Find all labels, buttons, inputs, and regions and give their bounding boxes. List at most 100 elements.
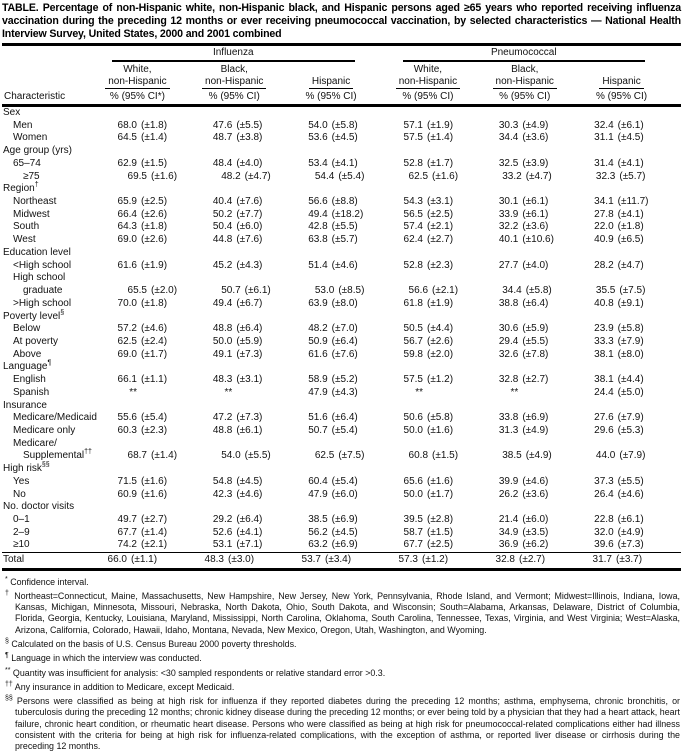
confidence-interval: (±6.4) [236,323,263,335]
percent-value: 65.9 [117,196,137,208]
confidence-interval: (±1.1) [141,374,168,386]
value-cell: 47.6 (±5.5) [204,120,299,133]
confidence-interval: (±2.5) [426,539,454,551]
confidence-interval: (±2.1) [426,221,454,233]
confidence-interval: (±6.4) [331,412,358,424]
percent-value: 47.9 [308,488,328,500]
table-row: >High school 70.0 (±1.8) 49.4 (±6.7) 63.9 (±8.… [2,298,681,311]
percent-value: 29.6 [594,424,614,436]
percent-value: 49.4 [308,208,328,220]
confidence-interval: (±1.2) [422,554,449,566]
row-label: High risk§§ [3,461,50,475]
percent-value: 36.9 [498,539,519,551]
percent-value: 49.7 [117,514,137,525]
value-cell: 47.2 (±7.3) [204,412,299,425]
value-cell: 48.7 (±3.8) [204,132,299,145]
confidence-interval: (±1.6) [426,475,454,487]
percent-value: 54.3 [403,196,423,208]
percent-value: 48.3 [212,374,233,386]
percent-value: ** [224,386,233,398]
percent-value: 53.6 [308,132,328,144]
value-cell: 62.4 (±2.7) [395,234,490,247]
percent-value: 70.0 [117,297,137,309]
row-cells: 55.6 (±5.4) 47.2 (±7.3) 51.6 (±6.4) 50.6 (±5.8)… [109,412,681,425]
percent-value: 67.7 [117,526,137,538]
footnote-marker: † [5,589,11,597]
confidence-interval: (±1.8) [141,119,168,131]
table-row: Women 64.5 (±1.4) 48.7 (±3.8) 53.6 (±4.5) 57.5(… [2,132,681,145]
confidence-interval: (±3.6) [522,488,549,500]
confidence-interval: (±5.3) [617,424,644,436]
footnote-marker: § [60,309,65,317]
table-row: Medicare/Medicaid 55.6 (±5.4) 47.2 (±7.3) 51.… [2,412,681,425]
row-cells [109,438,681,451]
percent-value: 55.6 [117,412,137,424]
percent-value: 31.3 [498,424,519,436]
confidence-interval: (±2.7) [522,374,549,386]
percent-value: 62.5 [117,335,137,347]
percent-value: 26.4 [594,488,614,500]
value-cell: 69.0 (±2.6) [109,234,204,247]
value-cell: ** [395,387,490,400]
value-cell: 56.2 (±4.5) [300,527,395,540]
confidence-interval: (±2.7) [519,554,546,566]
confidence-interval: (±6.4) [331,335,358,347]
percent-value: 22.0 [594,221,614,233]
value-cell: 53.7 (±3.4) [293,553,390,567]
percent-value: 60.3 [117,424,137,436]
confidence-interval: (±7.7) [236,208,263,220]
footnote-marker: ¶ [5,652,9,660]
confidence-interval: (±6.1) [522,208,549,220]
table-row: 2–9 67.7 (±1.4) 52.6 (±4.1) 56.2 (±4.5) 58.7 (±1… [2,527,681,540]
row-cells [99,311,681,324]
value-cell: 60.3 (±2.3) [109,425,204,438]
value-cell: 32.8 (±2.7) [487,553,584,567]
confidence-interval: (±4.5) [236,475,263,487]
percent-value: 61.6 [117,259,137,271]
row-label: Above [13,348,42,360]
row-label: 0–1 [13,514,30,525]
row-cells: 64.5 (±1.4) 48.7 (±3.8) 53.6 (±4.5) 57.5 (±1.4)… [109,132,681,145]
confidence-interval: (±4.0) [236,157,263,169]
confidence-interval: (±5.5) [331,221,358,233]
value-cell: 52.8 (±2.3) [395,260,490,273]
value-cell: 42.8 (±5.5) [300,221,395,234]
value-cell: 56.6 (±8.8) [300,196,395,209]
percent-value: 32.4 [594,119,614,131]
value-cell: 50.2 (±7.7) [204,209,299,222]
row-label: No. doctor visits [3,501,75,513]
value-cell: 50.7 (±5.4) [300,425,395,438]
value-cell: 60.9 (±1.6) [109,489,204,502]
confidence-interval: (±2.0) [426,348,454,360]
footnote-marker: ¶ [47,360,52,368]
confidence-interval: (±5.9) [522,323,549,335]
value-cell: 68.7 (±1.4) [119,450,213,463]
confidence-interval: (±1.2) [426,374,454,386]
value-cell: 50.6 (±5.8) [395,412,490,425]
table-row: ≥10 74.2 (±2.1) 53.1 (±7.1) 63.2 (±6.9) 67.7 (±2… [2,539,681,552]
confidence-interval: (±4.3) [236,259,263,271]
value-cell: 50.0 (±5.9) [204,336,299,349]
percent-value: 64.5 [117,132,137,144]
percent-value: 58.9 [308,374,328,386]
confidence-interval: (±5.2) [331,374,358,386]
confidence-interval: (±2.7) [141,514,168,525]
value-cell: 66.4 (±2.6) [109,209,204,222]
value-cell: 50.9 (±6.4) [300,336,395,349]
row-label: Midwest [13,208,50,220]
row-label: At poverty [13,335,59,347]
value-cell: 33.3 (±7.9) [586,336,681,349]
percent-value: 32.8 [498,374,519,386]
value-cell: 38.5 (±4.9) [494,450,588,463]
value-cell: 50.0 (±1.7) [395,489,490,502]
row-label: Medicare/Medicaid [13,412,97,424]
row-cells [99,107,681,120]
table-section-row: High risk§§ [2,461,681,476]
footnote: ¶ Language in which the interview was co… [5,652,202,664]
confidence-interval: (±2.3) [141,424,168,436]
table-section-row: No. doctor visits [2,501,681,514]
table-row: South 64.3 (±1.8) 50.4 (±6.0) 42.8 (±5.5) 57.4(… [2,221,681,234]
percent-value: 50.0 [212,335,233,347]
table-row: ≥75 69.5 (±1.6) 48.2 (±4.7) 54.4 (±5.4) 62.5 (±1… [2,171,681,184]
confidence-interval: (±6.1) [617,119,644,131]
